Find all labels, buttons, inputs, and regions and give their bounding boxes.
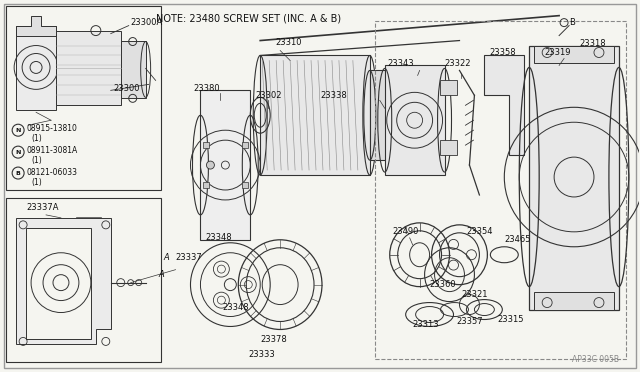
Text: 23337: 23337 — [175, 253, 202, 262]
Text: 23318: 23318 — [579, 39, 605, 48]
Text: 23322: 23322 — [445, 59, 471, 68]
Polygon shape — [370, 70, 400, 160]
Bar — [375, 20, 626, 359]
Text: (1): (1) — [31, 177, 42, 186]
Text: 08911-3081A: 08911-3081A — [26, 145, 77, 155]
Text: 23321: 23321 — [461, 290, 488, 299]
Text: 23319: 23319 — [544, 48, 571, 57]
Bar — [6, 6, 161, 190]
Text: NOTE: 23480 SCREW SET (INC. A & B): NOTE: 23480 SCREW SET (INC. A & B) — [156, 14, 340, 24]
Text: 23343: 23343 — [388, 59, 414, 68]
Text: 08915-13810: 08915-13810 — [26, 124, 77, 133]
Polygon shape — [200, 90, 250, 240]
Text: 23300A: 23300A — [131, 18, 163, 27]
Bar — [6, 198, 161, 362]
Text: 23348: 23348 — [205, 233, 232, 242]
Polygon shape — [385, 65, 445, 175]
Text: 23302: 23302 — [255, 91, 282, 100]
Text: A: A — [159, 270, 164, 279]
Polygon shape — [121, 41, 146, 98]
Text: B: B — [16, 170, 20, 176]
Text: 23360: 23360 — [429, 280, 456, 289]
Text: 23378: 23378 — [260, 335, 287, 344]
Circle shape — [207, 161, 214, 169]
Text: 23313: 23313 — [413, 320, 439, 329]
Text: 23490: 23490 — [393, 227, 419, 236]
Bar — [440, 140, 458, 155]
Text: 23357: 23357 — [456, 317, 483, 326]
Bar — [534, 45, 614, 64]
Polygon shape — [260, 55, 370, 175]
Text: 23354: 23354 — [467, 227, 493, 236]
Text: (1): (1) — [31, 134, 42, 143]
Text: 23337A: 23337A — [26, 203, 59, 212]
Text: 23315: 23315 — [497, 315, 524, 324]
Polygon shape — [16, 218, 111, 344]
Text: A: A — [164, 253, 170, 262]
Text: B: B — [569, 18, 575, 27]
Text: 23465: 23465 — [504, 235, 531, 244]
Polygon shape — [16, 16, 56, 36]
Bar — [534, 292, 614, 310]
Text: 23300: 23300 — [114, 84, 140, 93]
Text: (1): (1) — [31, 155, 42, 164]
Text: N: N — [15, 128, 21, 133]
Polygon shape — [26, 228, 91, 339]
Bar — [440, 80, 458, 95]
Polygon shape — [16, 26, 56, 110]
Text: 23310: 23310 — [275, 38, 301, 47]
Polygon shape — [484, 55, 524, 155]
Text: 23333: 23333 — [248, 350, 275, 359]
Polygon shape — [529, 45, 619, 310]
Polygon shape — [56, 31, 121, 105]
Text: 23338: 23338 — [320, 91, 347, 100]
Text: 08121-06033: 08121-06033 — [26, 167, 77, 177]
Text: 23358: 23358 — [490, 48, 516, 57]
Text: 23348: 23348 — [222, 303, 249, 312]
Text: AP33C 005B: AP33C 005B — [572, 355, 619, 364]
Text: 23380: 23380 — [193, 84, 220, 93]
Text: N: N — [15, 150, 21, 155]
